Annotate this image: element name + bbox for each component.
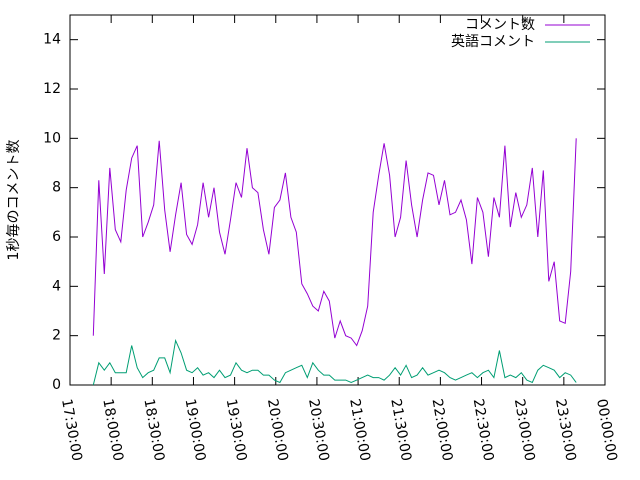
y-tick-label: 0: [52, 377, 61, 393]
x-tick-label: 21:00:00: [346, 398, 373, 463]
y-tick-label: 8: [52, 180, 61, 196]
x-tick-label: 23:30:00: [552, 398, 579, 463]
x-tick-label: 22:30:00: [470, 398, 497, 463]
y-tick-label: 4: [52, 278, 61, 294]
x-tick-label: 23:00:00: [511, 398, 538, 463]
x-tick-label: 18:00:00: [99, 398, 126, 463]
series-line: [92, 338, 577, 386]
y-tick-label: 2: [52, 328, 61, 344]
y-axis-label: 1秒毎のコメント数: [6, 140, 22, 261]
x-tick-label: 21:30:00: [387, 398, 414, 463]
x-tick-label: 20:00:00: [264, 398, 291, 463]
legend-label: 英語コメント: [451, 33, 535, 50]
x-tick-label: 19:30:00: [223, 398, 250, 463]
x-tick-label: 20:30:00: [305, 398, 332, 463]
x-tick-label: 22:00:00: [429, 398, 456, 463]
x-tick-label: 00:00:00: [593, 398, 620, 463]
y-tick-label: 14: [43, 32, 61, 48]
y-tick-label: 12: [43, 81, 61, 97]
series-line: [92, 138, 577, 347]
y-tick-label: 10: [43, 130, 61, 146]
plot-frame: [69, 14, 606, 386]
x-tick-label: 19:00:00: [182, 398, 209, 463]
x-tick-label: 18:30:00: [140, 398, 167, 463]
y-tick-label: 6: [52, 229, 61, 245]
x-tick-label: 17:30:00: [58, 398, 85, 463]
legend-label: コメント数: [465, 17, 535, 33]
